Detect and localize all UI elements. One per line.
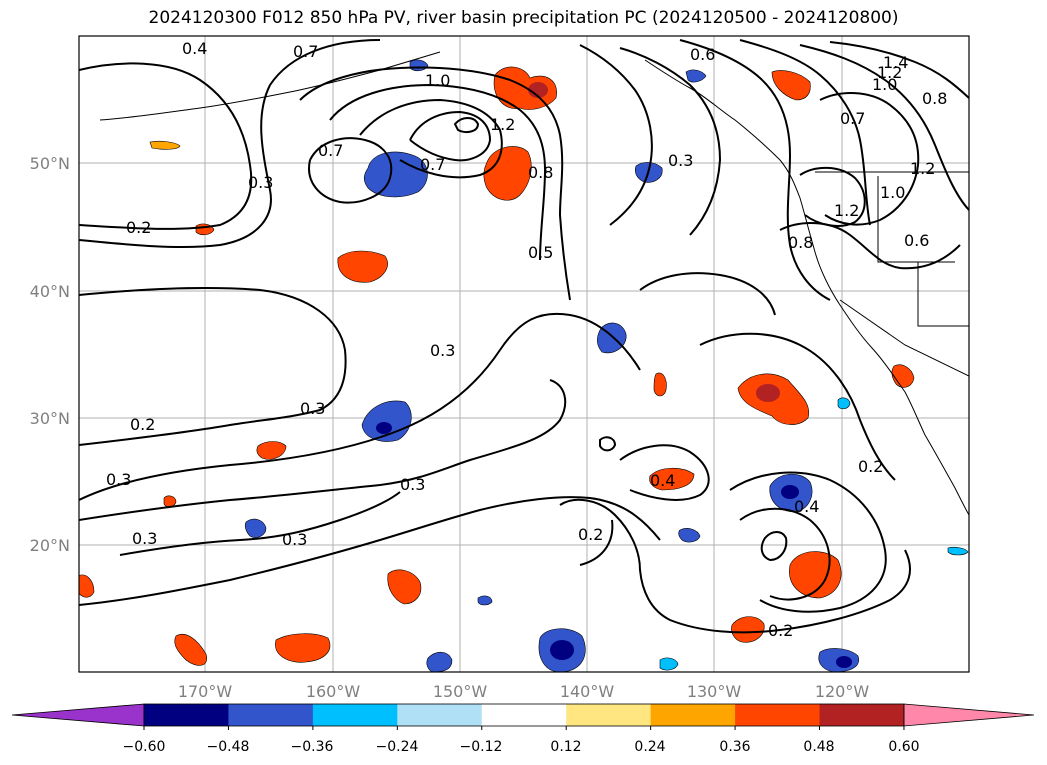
colorbar-segment — [397, 704, 483, 726]
colorbar-tick-label: −0.24 — [376, 739, 419, 755]
lat-label-20n: 20°N — [30, 536, 70, 555]
contour-label: 0.3 — [400, 475, 425, 494]
contour-label: 0.6 — [904, 231, 929, 250]
colorbar-extend-low — [11, 703, 145, 727]
contour-label: 0.7 — [293, 42, 318, 61]
colorbar-outline — [143, 703, 905, 727]
contour-label: 1.2 — [877, 63, 902, 82]
pv-contours — [79, 39, 969, 634]
coastlines — [99, 51, 969, 516]
contour-label: 0.3 — [132, 529, 157, 548]
contour-label: 1.0 — [872, 75, 897, 94]
contour-label: 0.4 — [794, 497, 819, 516]
contour-labels: 0.4 0.7 1.0 1.2 0.6 1.4 1.2 1.0 0.8 0.7 … — [106, 39, 947, 640]
lon-label-140w: 140°W — [560, 682, 615, 701]
contour-label: 0.2 — [578, 525, 603, 544]
contour-label: 0.7 — [318, 141, 343, 160]
lon-label-160w: 160°W — [306, 682, 361, 701]
lat-label-30n: 30°N — [30, 409, 70, 428]
colorbar-tick-label: 0.60 — [888, 739, 919, 755]
colorbar-segment — [228, 704, 314, 726]
colorbar-tick-labels: −0.60 −0.48 −0.36 −0.24 −0.12 0.12 0.24 … — [123, 739, 920, 755]
contour-label: 0.3 — [430, 341, 455, 360]
contour-label: 1.2 — [834, 201, 859, 220]
lat-label-50n: 50°N — [30, 154, 70, 173]
colorbar-segment — [312, 704, 398, 726]
colorbar-segment — [566, 704, 652, 726]
contour-label: 1.2 — [490, 115, 515, 134]
colorbar-tick-label: −0.12 — [460, 739, 503, 755]
contour-label: 1.0 — [880, 183, 905, 202]
colorbar-tick-label: 0.36 — [719, 739, 750, 755]
contour-label: 0.3 — [106, 470, 131, 489]
colorbar-tick-label: 0.12 — [550, 739, 581, 755]
contour-label: 1.4 — [883, 53, 908, 72]
colorbar-tick-label: −0.48 — [207, 739, 250, 755]
colorbar-segment — [481, 704, 567, 726]
contour-label: 0.3 — [668, 151, 693, 170]
colorbar-segment — [819, 704, 905, 726]
contour-label: 1.2 — [910, 159, 935, 178]
contour-label: 0.8 — [528, 163, 553, 182]
lon-label-130w: 130°W — [687, 682, 742, 701]
contour-label: 0.8 — [922, 89, 947, 108]
lon-label-170w: 170°W — [178, 682, 233, 701]
colorbar-segment — [144, 704, 229, 726]
contour-label: 0.3 — [300, 399, 325, 418]
contour-label: 0.2 — [130, 415, 155, 434]
contour-label: 0.5 — [528, 243, 553, 262]
colorbar-extend-high — [903, 703, 1035, 727]
map-title: 2024120300 F012 850 hPa PV, river basin … — [148, 8, 899, 28]
lat-label-40n: 40°N — [30, 282, 70, 301]
contour-label: 0.2 — [768, 621, 793, 640]
contour-label: 0.6 — [690, 45, 715, 64]
contour-label: 0.7 — [420, 155, 445, 174]
contour-label: 0.2 — [858, 457, 883, 476]
contour-label: 1.0 — [425, 71, 450, 90]
precip-anomaly-fill — [79, 59, 969, 672]
colorbar-tick-label: 0.48 — [803, 739, 834, 755]
contour-label: 0.4 — [182, 39, 207, 58]
colorbar-tick-label: −0.36 — [291, 739, 334, 755]
colorbar-tick-label: 0.24 — [634, 739, 665, 755]
contour-label: 0.7 — [840, 109, 865, 128]
colorbar-tick-label: −0.60 — [123, 739, 166, 755]
contour-label: 0.8 — [788, 233, 813, 252]
map-frame — [78, 35, 970, 673]
colorbar — [11, 703, 1035, 730]
latitude-labels: 50°N 40°N 30°N 20°N — [30, 154, 70, 555]
lon-label-150w: 150°W — [433, 682, 488, 701]
contour-label: 0.2 — [126, 218, 151, 237]
colorbar-segment — [650, 704, 736, 726]
lon-label-120w: 120°W — [815, 682, 870, 701]
longitude-labels: 170°W 160°W 150°W 140°W 130°W 120°W — [178, 682, 870, 701]
contour-label: 0.4 — [650, 471, 675, 490]
contour-label: 0.3 — [248, 173, 273, 192]
colorbar-segment — [735, 704, 821, 726]
contour-label: 0.3 — [282, 530, 307, 549]
